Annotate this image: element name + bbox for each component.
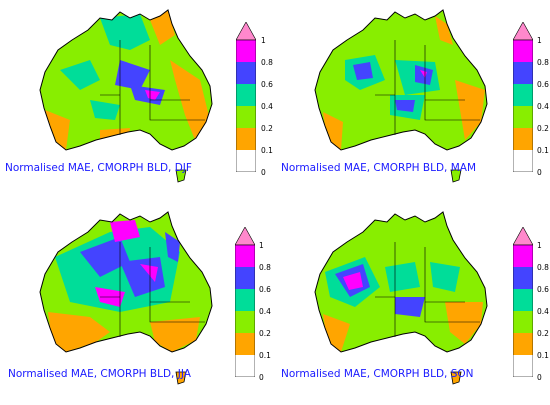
colorbar-tick-0-4: 0.4	[537, 307, 549, 316]
colorbar-tick-0-4: 0.4	[537, 102, 549, 111]
colorbar	[236, 22, 256, 172]
colorbar-tick-1: 1	[259, 241, 264, 250]
colorbar-tick-0-1: 0.1	[261, 146, 273, 155]
colorbar-tick-0-2: 0.2	[537, 329, 549, 338]
colorbar-tick-0-1: 0.1	[259, 351, 271, 360]
map-panel-djf: Normalised MAE, CMORPH BLD, DJF 1 0.8 0.…	[0, 0, 275, 202]
panel-caption: Normalised MAE, CMORPH BLD, SON	[281, 368, 474, 380]
colorbar-tick-0: 0	[537, 373, 542, 382]
colorbar-tick-0: 0	[537, 168, 542, 177]
colorbar-tick-0-1: 0.1	[537, 146, 549, 155]
panel-caption: Normalised MAE, CMORPH BLD, DJF	[5, 162, 192, 174]
colorbar-tick-0-2: 0.2	[261, 124, 273, 133]
colorbar-tick-1: 1	[537, 36, 542, 45]
australia-map-son	[314, 211, 488, 385]
colorbar-tick-0-4: 0.4	[259, 307, 271, 316]
australia-map-djf	[39, 9, 213, 183]
map-panel-son: Normalised MAE, CMORPH BLD, SON 1 0.8 0.…	[275, 202, 550, 404]
colorbar-tick-0-1: 0.1	[537, 351, 549, 360]
colorbar-tick-0-6: 0.6	[537, 80, 549, 89]
colorbar	[235, 227, 255, 377]
colorbar-tick-1: 1	[537, 241, 542, 250]
colorbar-tick-0-8: 0.8	[537, 263, 549, 272]
colorbar-tick-0-6: 0.6	[537, 285, 549, 294]
colorbar-tick-0-8: 0.8	[259, 263, 271, 272]
colorbar-tick-0-4: 0.4	[261, 102, 273, 111]
colorbar-tick-1: 1	[261, 36, 266, 45]
australia-map-mam	[314, 9, 488, 183]
colorbar-tick-0-8: 0.8	[537, 58, 549, 67]
colorbar	[513, 227, 533, 377]
colorbar-tick-0-6: 0.6	[261, 80, 273, 89]
colorbar-tick-0: 0	[259, 373, 264, 382]
colorbar-tick-0: 0	[261, 168, 266, 177]
panel-caption: Normalised MAE, CMORPH BLD, MAM	[281, 162, 477, 174]
australia-map-jja	[39, 211, 213, 385]
colorbar-tick-0-2: 0.2	[537, 124, 549, 133]
map-panel-jja: Normalised MAE, CMORPH BLD, JJA 1 0.8 0.…	[0, 202, 275, 404]
colorbar	[513, 22, 533, 172]
panel-caption: Normalised MAE, CMORPH BLD, JJA	[8, 368, 191, 380]
colorbar-tick-0-2: 0.2	[259, 329, 271, 338]
map-panel-mam: Normalised MAE, CMORPH BLD, MAM 1 0.8 0.…	[275, 0, 550, 202]
colorbar-tick-0-8: 0.8	[261, 58, 273, 67]
colorbar-tick-0-6: 0.6	[259, 285, 271, 294]
